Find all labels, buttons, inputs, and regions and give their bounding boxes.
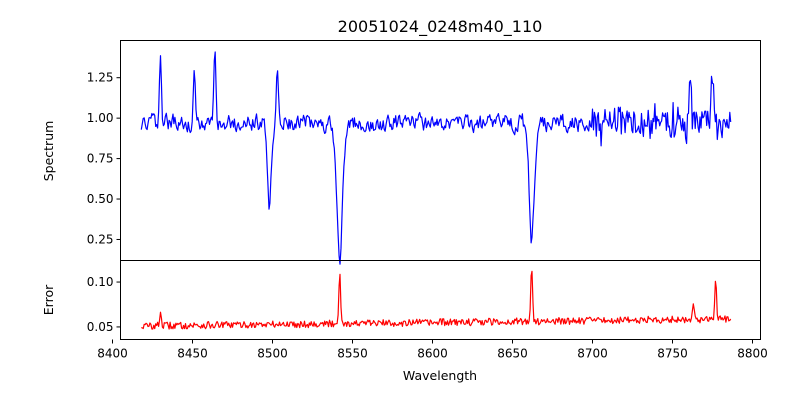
spectrum-y-tick-label: 0.50 [87,192,114,206]
x-tick-label: 8400 [97,347,128,361]
error-panel: 0.05 0.10 8400 8450 8500 8550 8600 8650 8700 875… [41,260,768,383]
spectrum-y-tick-label: 0.75 [87,152,114,166]
error-plot-frame [120,260,761,340]
spectrum-y-tick-label: 1.25 [87,71,114,85]
spectrum-y-axis-label: Spectrum [41,121,56,182]
error-y-axis-label: Error [41,284,56,315]
x-tick-label: 8550 [337,347,368,361]
error-y-axis: 0.05 0.10 [87,275,121,334]
spectrum-panel: 0.25 0.50 0.75 1.00 1.25 Spectrum [41,40,761,265]
x-tick-label: 8500 [257,347,288,361]
chart-title: 20051024_0248m40_110 [338,17,543,37]
error-y-tick-label: 0.05 [87,320,114,334]
spectrum-y-axis: 0.25 0.50 0.75 1.00 1.25 [87,71,121,246]
x-tick-label: 8750 [657,347,688,361]
spectrum-y-tick-label: 1.00 [87,111,114,125]
error-y-tick-label: 0.10 [87,275,114,289]
x-axis: 8400 8450 8500 8550 8600 8650 8700 8750 8800 [97,339,768,361]
x-tick-label: 8450 [177,347,208,361]
spectrum-plot-frame [120,40,761,261]
spectrum-y-tick-label: 0.25 [87,232,114,246]
spectrum-series-line [140,51,732,265]
error-series-line [141,270,732,330]
x-tick-label: 8800 [737,347,768,361]
x-axis-label: Wavelength [403,368,477,383]
x-tick-label: 8700 [577,347,608,361]
x-tick-label: 8600 [417,347,448,361]
x-tick-label: 8650 [497,347,528,361]
